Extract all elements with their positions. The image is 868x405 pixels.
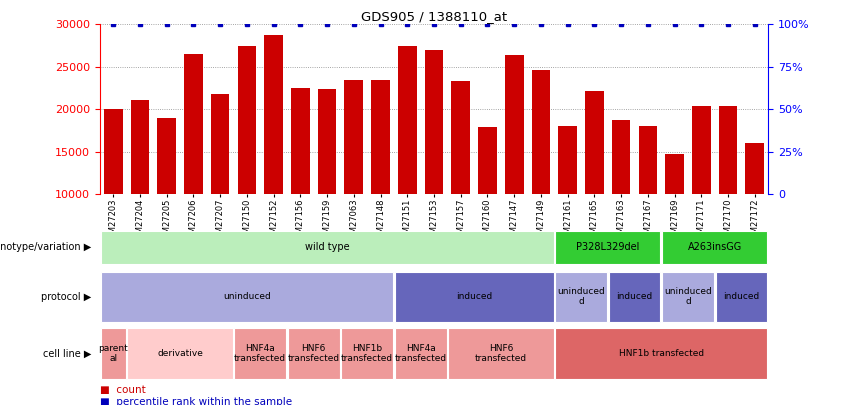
Text: protocol ▶: protocol ▶ bbox=[41, 292, 91, 302]
Text: HNF6
transfected: HNF6 transfected bbox=[475, 344, 527, 363]
Bar bbox=[291, 88, 310, 279]
Bar bbox=[556, 328, 767, 379]
Bar bbox=[558, 126, 577, 279]
Bar bbox=[639, 126, 657, 279]
Bar bbox=[345, 79, 363, 279]
Bar bbox=[505, 55, 523, 279]
Bar bbox=[395, 271, 554, 322]
Bar bbox=[104, 109, 122, 279]
Text: wild type: wild type bbox=[305, 243, 350, 252]
Text: HNF4a
transfected: HNF4a transfected bbox=[234, 344, 286, 363]
Text: HNF6
transfected: HNF6 transfected bbox=[287, 344, 339, 363]
Text: cell line ▶: cell line ▶ bbox=[43, 348, 91, 358]
Bar bbox=[238, 46, 256, 279]
Text: induced: induced bbox=[723, 292, 760, 301]
Bar bbox=[608, 271, 661, 322]
Bar bbox=[665, 153, 684, 279]
Bar bbox=[341, 328, 393, 379]
Text: induced: induced bbox=[616, 292, 653, 301]
Bar bbox=[372, 79, 390, 279]
Text: uninduced: uninduced bbox=[223, 292, 271, 301]
Bar bbox=[101, 271, 393, 322]
Bar bbox=[288, 328, 339, 379]
Text: uninduced
d: uninduced d bbox=[664, 287, 712, 306]
Bar bbox=[101, 231, 554, 264]
Bar bbox=[662, 271, 713, 322]
Bar bbox=[395, 328, 446, 379]
Text: derivative: derivative bbox=[157, 349, 203, 358]
Bar bbox=[318, 89, 337, 279]
Text: parent
al: parent al bbox=[98, 344, 128, 363]
Text: P328L329del: P328L329del bbox=[576, 243, 640, 252]
Text: A263insGG: A263insGG bbox=[687, 243, 742, 252]
Bar bbox=[719, 106, 738, 279]
Bar bbox=[130, 100, 149, 279]
Bar bbox=[128, 328, 233, 379]
Text: uninduced
d: uninduced d bbox=[557, 287, 605, 306]
Text: HNF4a
transfected: HNF4a transfected bbox=[395, 344, 447, 363]
Bar bbox=[585, 91, 604, 279]
Bar bbox=[101, 328, 126, 379]
Bar bbox=[715, 271, 767, 322]
Bar bbox=[448, 328, 554, 379]
Text: HNF1b
transfected: HNF1b transfected bbox=[341, 344, 393, 363]
Text: HNF1b transfected: HNF1b transfected bbox=[619, 349, 704, 358]
Bar bbox=[746, 143, 764, 279]
Text: genotype/variation ▶: genotype/variation ▶ bbox=[0, 243, 91, 252]
Bar bbox=[692, 106, 711, 279]
Text: ■  percentile rank within the sample: ■ percentile rank within the sample bbox=[100, 397, 292, 405]
Bar bbox=[451, 81, 470, 279]
Bar bbox=[612, 119, 630, 279]
Bar bbox=[556, 271, 607, 322]
Bar bbox=[234, 328, 286, 379]
Bar bbox=[184, 54, 203, 279]
Bar bbox=[556, 231, 661, 264]
Text: induced: induced bbox=[456, 292, 492, 301]
Title: GDS905 / 1388110_at: GDS905 / 1388110_at bbox=[361, 10, 507, 23]
Bar bbox=[398, 46, 417, 279]
Bar bbox=[264, 34, 283, 279]
Bar bbox=[424, 50, 444, 279]
Text: ■  count: ■ count bbox=[100, 385, 146, 394]
Bar bbox=[211, 94, 229, 279]
Bar bbox=[157, 118, 176, 279]
Bar bbox=[531, 70, 550, 279]
Bar bbox=[662, 231, 767, 264]
Bar bbox=[478, 127, 496, 279]
